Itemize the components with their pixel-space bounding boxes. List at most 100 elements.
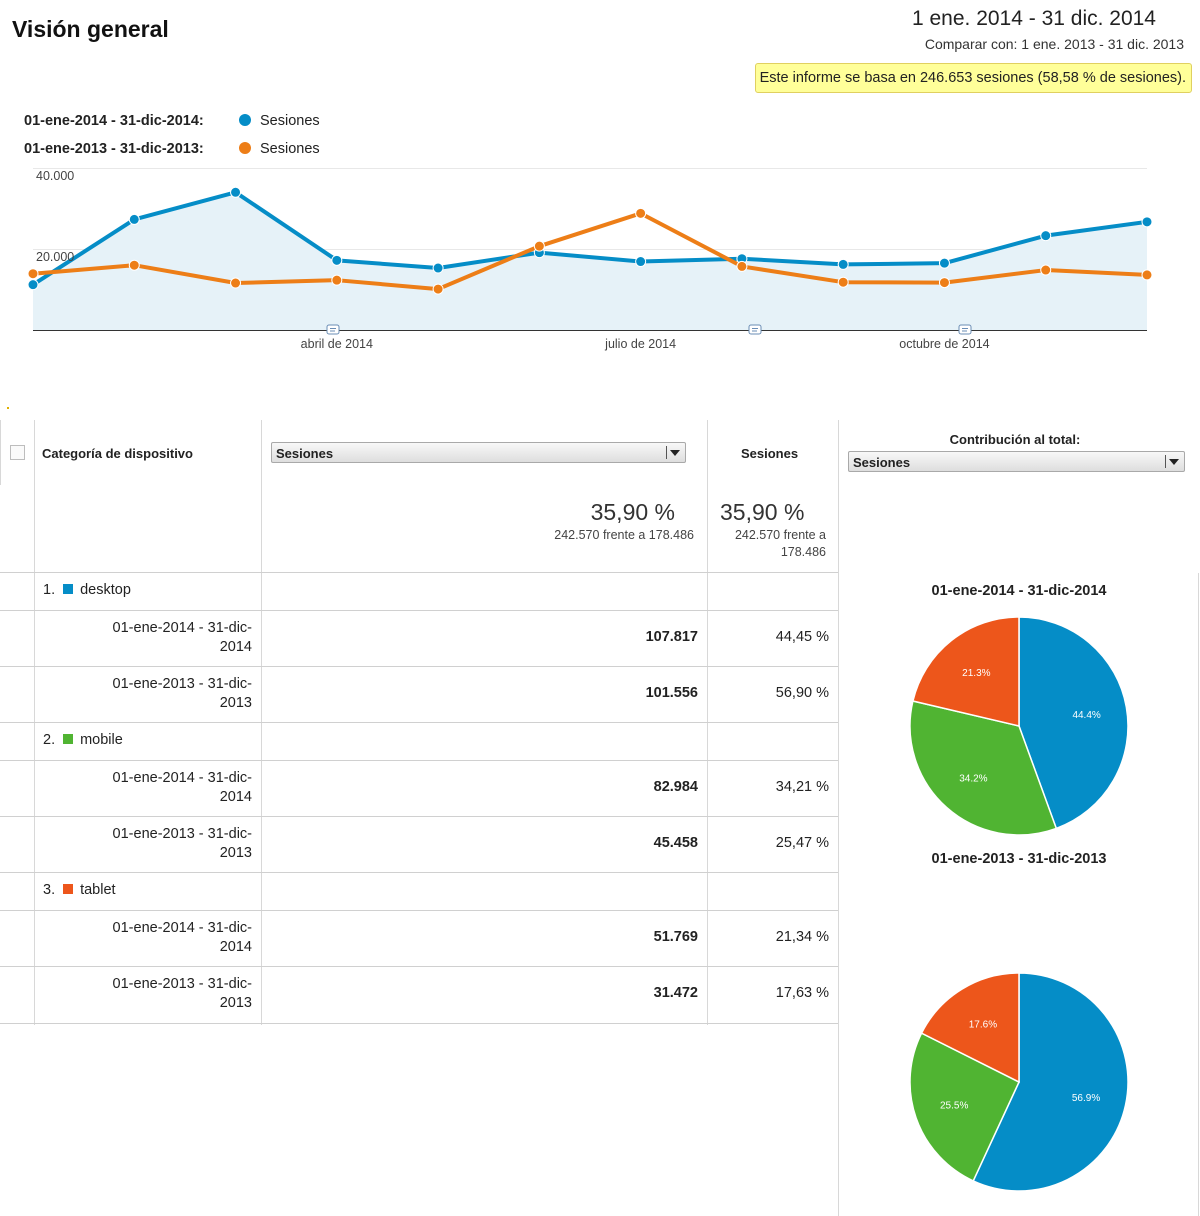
category-name[interactable]: mobile xyxy=(80,732,123,748)
x-tick-label: abril de 2014 xyxy=(301,337,373,351)
data-point[interactable] xyxy=(432,262,444,274)
column-header-sessions[interactable]: Sesiones xyxy=(741,446,799,461)
legend-metric: Sesiones xyxy=(260,113,320,129)
annotation-icon[interactable] xyxy=(958,324,972,335)
legend-period: 01-ene-2014 - 31-dic-2014: xyxy=(24,113,204,129)
period-line: 2014 xyxy=(219,939,252,955)
legend-metric: Sesiones xyxy=(260,141,320,157)
category-color-swatch xyxy=(63,734,74,744)
total-comparison-line: 242.570 frente a xyxy=(734,528,826,542)
legend-item-current: 01-ene-2014 - 31-dic-2014: Sesiones xyxy=(24,113,320,129)
annotation-icon[interactable] xyxy=(748,324,762,335)
series-area xyxy=(33,192,1147,330)
period-line: 01-ene-2014 - 31-dic- xyxy=(112,770,252,786)
category-name[interactable]: tablet xyxy=(80,882,116,898)
sessions-value: 51.769 xyxy=(653,929,698,945)
data-point[interactable] xyxy=(938,277,950,289)
sessions-value: 107.817 xyxy=(645,629,698,645)
period-line: 01-ene-2013 - 31-dic- xyxy=(112,826,252,842)
data-point[interactable] xyxy=(837,276,849,288)
category-rank: 1. xyxy=(43,582,56,598)
total-change-percent: 35,90 % xyxy=(720,499,805,525)
category-rank: 2. xyxy=(43,732,56,748)
data-point[interactable] xyxy=(1141,269,1153,281)
data-point[interactable] xyxy=(27,268,39,280)
data-point[interactable] xyxy=(128,213,140,225)
data-point[interactable] xyxy=(230,277,242,289)
period-line: 2013 xyxy=(219,695,252,711)
select-all-checkbox[interactable] xyxy=(10,445,25,460)
legend-item-previous: 01-ene-2013 - 31-dic-2013: Sesiones xyxy=(24,141,320,157)
category-row-mobile[interactable]: 2. mobile xyxy=(43,732,123,748)
pie-slice-mobile[interactable] xyxy=(909,700,1058,836)
pie-slice-label: 44.4% xyxy=(1072,710,1100,721)
data-point[interactable] xyxy=(432,283,444,295)
data-point[interactable] xyxy=(331,254,343,266)
category-rank: 3. xyxy=(43,882,56,898)
data-point[interactable] xyxy=(635,207,647,219)
period-line: 01-ene-2013 - 31-dic- xyxy=(112,676,252,692)
pie-slice-label: 21.3% xyxy=(962,668,990,679)
data-point[interactable] xyxy=(736,260,748,272)
sessions-value: 31.472 xyxy=(653,985,698,1001)
metric-select-label: Sesiones xyxy=(276,446,334,461)
data-point[interactable] xyxy=(1040,230,1052,242)
data-point[interactable] xyxy=(230,186,242,198)
data-point[interactable] xyxy=(1141,216,1153,228)
category-row-tablet[interactable]: 3. tablet xyxy=(43,882,116,898)
sessions-percent: 17,63 % xyxy=(775,985,829,1001)
category-name[interactable]: desktop xyxy=(80,582,131,598)
period-cell: 01-ene-2013 - 31-dic- 2013 xyxy=(43,675,252,713)
pie-title-current: 01-ene-2014 - 31-dic-2014 xyxy=(931,583,1107,599)
data-point[interactable] xyxy=(938,257,950,269)
pie-slice-mobile[interactable] xyxy=(909,1032,1020,1182)
data-point[interactable] xyxy=(837,258,849,270)
pie-slice-label: 17.6% xyxy=(969,1020,997,1031)
category-color-swatch xyxy=(63,584,74,594)
contribution-select-label: Sesiones xyxy=(853,455,911,470)
period-line: 01-ene-2014 - 31-dic- xyxy=(112,920,252,936)
data-point[interactable] xyxy=(27,279,39,291)
total-change-percent: 35,90 % xyxy=(590,499,675,525)
chevron-down-icon xyxy=(1169,459,1179,465)
column-header-category[interactable]: Categoría de dispositivo xyxy=(42,446,193,461)
pie-slice-tablet[interactable] xyxy=(911,616,1020,727)
data-point[interactable] xyxy=(128,259,140,271)
chevron-down-icon xyxy=(670,450,680,456)
contribution-label: Contribución al total: xyxy=(949,432,1081,447)
date-range-selector[interactable]: 1 ene. 2014 - 31 dic. 2014 xyxy=(911,7,1156,30)
sessions-percent: 34,21 % xyxy=(775,779,829,795)
data-point[interactable] xyxy=(331,274,343,286)
period-cell: 01-ene-2014 - 31-dic- 2014 xyxy=(43,769,252,807)
total-comparison: 242.570 frente a 178.486 xyxy=(735,527,826,561)
period-line: 01-ene-2013 - 31-dic- xyxy=(112,976,252,992)
metric-select[interactable]: Sesiones xyxy=(271,442,686,463)
page-title: Visión general xyxy=(12,16,169,42)
decorative-dot xyxy=(7,407,9,409)
y-tick-label: 20.000 xyxy=(36,250,74,264)
period-line: 2014 xyxy=(219,639,252,655)
data-point[interactable] xyxy=(533,240,545,252)
sampling-notice: Este informe se basa en 246.653 sesiones… xyxy=(754,63,1192,93)
pie-slice-desktop[interactable] xyxy=(1018,616,1129,830)
sessions-value: 82.984 xyxy=(653,779,698,795)
period-cell: 01-ene-2013 - 31-dic- 2013 xyxy=(43,975,252,1013)
pie-slice-tablet[interactable] xyxy=(920,972,1020,1084)
category-row-desktop[interactable]: 1. desktop xyxy=(43,582,131,598)
contribution-select[interactable]: Sesiones xyxy=(848,451,1185,472)
series-line-1 xyxy=(32,211,1148,292)
sessions-value: 101.556 xyxy=(645,685,698,701)
annotation-icon[interactable] xyxy=(326,324,340,335)
sessions-line-chart: 20.000 40.000 abril de 2014 julio de 2014 oc… xyxy=(27,168,1153,351)
data-point[interactable] xyxy=(1040,264,1052,276)
period-line: 2013 xyxy=(219,995,252,1011)
x-tick-label: julio de 2014 xyxy=(604,337,676,351)
period-cell: 01-ene-2014 - 31-dic- 2014 xyxy=(43,619,252,657)
pie-title-previous: 01-ene-2013 - 31-dic-2013 xyxy=(931,851,1107,867)
period-line: 2013 xyxy=(219,845,252,861)
pie-slice-desktop[interactable] xyxy=(972,972,1129,1192)
data-point[interactable] xyxy=(635,256,647,268)
legend-dot-icon xyxy=(239,114,251,126)
pie-slice-label: 34.2% xyxy=(959,773,987,784)
pie-slice-label: 56.9% xyxy=(1072,1093,1100,1104)
